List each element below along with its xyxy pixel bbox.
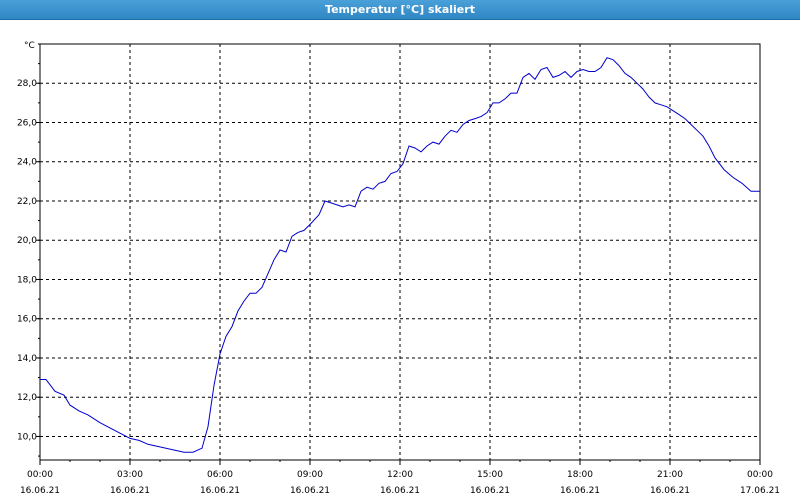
- x-tick-time-label: 09:00: [297, 470, 323, 480]
- axis-ticks: 10,0 12,0 14,0 16,0 18,0 20,0 22,0 24,0 26,0 28,0…: [17, 43, 780, 496]
- x-tick-date-label: 16.06.21: [650, 486, 690, 496]
- y-axis-unit-label: °C: [24, 41, 35, 51]
- series-layer: [40, 57, 760, 453]
- x-tick-time-label: 12:00: [387, 470, 413, 480]
- x-tick-time-label: 03:00: [117, 470, 143, 480]
- x-tick-time-label: 00:00: [747, 470, 773, 480]
- x-tick-date-label: 16.06.21: [560, 486, 600, 496]
- grid: [40, 44, 760, 460]
- y-tick-label: 20,0: [17, 236, 37, 246]
- y-tick-label: 28,0: [17, 79, 37, 89]
- y-tick-label: 18,0: [17, 275, 37, 285]
- plot-area-border: [39, 43, 761, 461]
- x-tick-date-label: 16.06.21: [20, 486, 60, 496]
- x-tick-date-label: 16.06.21: [200, 486, 240, 496]
- temperature-series-line: [40, 57, 760, 453]
- y-tick-label: 26,0: [17, 118, 37, 128]
- x-tick-date-label: 16.06.21: [470, 486, 510, 496]
- x-tick-time-label: 18:00: [567, 470, 593, 480]
- y-tick-label: 22,0: [17, 197, 37, 207]
- y-tick-label: 24,0: [17, 158, 37, 168]
- x-tick-time-label: 00:00: [27, 470, 53, 480]
- x-tick-date-label: 16.06.21: [380, 486, 420, 496]
- y-tick-label: 10,0: [17, 432, 37, 442]
- x-tick-time-label: 21:00: [657, 470, 683, 480]
- x-tick-date-label: 16.06.21: [290, 486, 330, 496]
- y-tick-label: 16,0: [17, 315, 37, 325]
- x-tick-date-label: 17.06.21: [740, 486, 780, 496]
- y-tick-label: 14,0: [17, 354, 37, 364]
- x-tick-time-label: 06:00: [207, 470, 233, 480]
- window-title-bar: Temperatur [°C] skaliert: [0, 0, 800, 20]
- y-tick-label: 12,0: [17, 393, 37, 403]
- x-tick-time-label: 15:00: [477, 470, 503, 480]
- window-title: Temperatur [°C] skaliert: [325, 3, 475, 16]
- x-tick-date-label: 16.06.21: [110, 486, 150, 496]
